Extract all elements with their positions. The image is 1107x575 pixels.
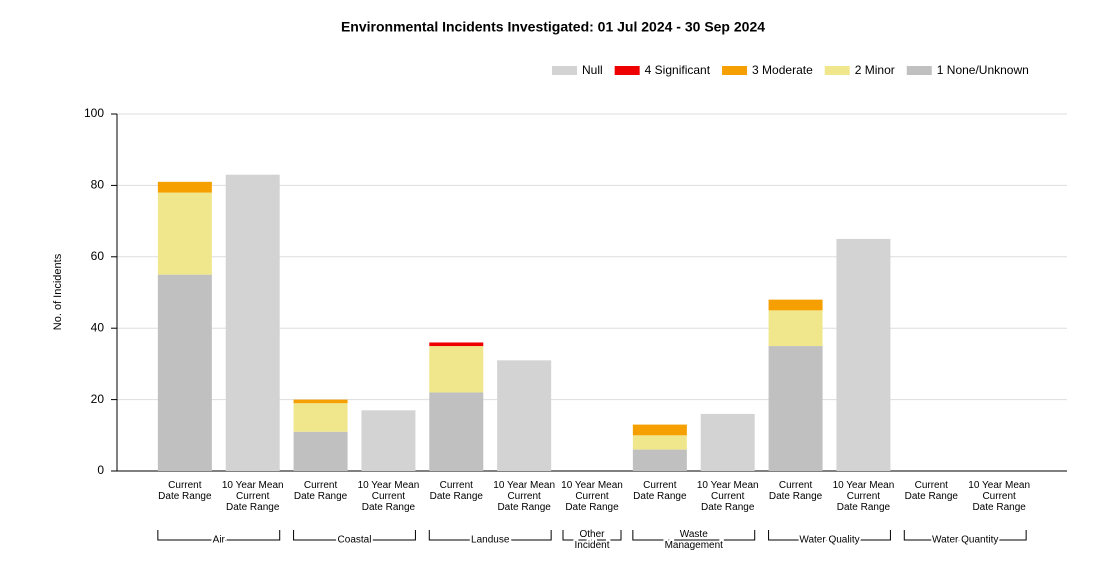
- bar-segment: [293, 403, 348, 432]
- y-axis-label: No. of Incidents: [52, 253, 64, 330]
- group-bracket: [293, 530, 416, 541]
- bar-segment: [632, 424, 687, 436]
- group-label: Other Incident: [574, 529, 609, 551]
- bar-segment: [429, 342, 484, 347]
- group-bracket: [428, 530, 552, 541]
- legend-label: 4 Significant: [645, 63, 711, 77]
- legend-label: 2 Minor: [855, 63, 895, 77]
- x-tick-label: 10 Year Mean Current Date Range: [358, 480, 420, 513]
- legend-label: Null: [582, 63, 603, 77]
- group-label: Coastal: [338, 535, 372, 546]
- legend-swatch: [906, 66, 932, 75]
- x-tick-label: 10 Year Mean Current Date Range: [222, 480, 284, 513]
- legend-label: 1 None/Unknown: [937, 63, 1029, 77]
- bar-segment: [225, 174, 280, 471]
- group-label: Water Quantity: [932, 535, 998, 546]
- legend-label: 3 Moderate: [752, 63, 813, 77]
- bar-segment: [157, 192, 212, 275]
- x-tick-label: Current Date Range: [158, 480, 212, 502]
- bar-segment: [429, 392, 484, 471]
- x-tick-label: 10 Year Mean Current Date Range: [561, 480, 623, 513]
- bar-segment: [768, 299, 823, 311]
- chart-title: Environmental Incidents Investigated: 01…: [341, 19, 765, 35]
- bar-segment: [632, 435, 687, 450]
- x-tick-label: 10 Year Mean Current Date Range: [968, 480, 1030, 513]
- x-tick-label: 10 Year Mean Current Date Range: [697, 480, 759, 513]
- bar-segment: [836, 238, 891, 471]
- x-tick-label: 10 Year Mean Current Date Range: [493, 480, 555, 513]
- bar-segment: [157, 181, 212, 193]
- group-bracket: [768, 530, 891, 541]
- bar-segment: [361, 410, 416, 471]
- y-tick-label: 40: [91, 320, 105, 334]
- y-tick-label: 100: [84, 106, 104, 120]
- legend-swatch: [614, 66, 640, 75]
- group-bracket: [562, 530, 622, 541]
- y-tick-label: 60: [91, 249, 105, 263]
- legend-swatch: [722, 66, 748, 75]
- x-tick-label: Current Date Range: [430, 480, 484, 502]
- bar-segment: [157, 274, 212, 471]
- bar-segment: [768, 310, 823, 347]
- y-tick-label: 80: [91, 178, 105, 192]
- y-tick-label: 20: [91, 392, 105, 406]
- bar-segment: [632, 449, 687, 471]
- group-bracket: [157, 530, 281, 541]
- x-tick-label: Current Date Range: [294, 480, 348, 502]
- x-tick-label: Current Date Range: [905, 480, 959, 502]
- bar-segment: [700, 413, 755, 471]
- group-bracket: [632, 530, 756, 541]
- group-label: Waste Management: [665, 529, 724, 551]
- bar-segment: [768, 346, 823, 471]
- bar-segment: [293, 431, 348, 471]
- bar-segment: [293, 399, 348, 404]
- y-tick-label: 0: [97, 463, 104, 477]
- bar-segment: [497, 360, 552, 471]
- x-tick-label: Current Date Range: [633, 480, 687, 502]
- group-label: Water Quality: [799, 535, 859, 546]
- legend-swatch: [824, 66, 850, 75]
- group-bracket: [903, 530, 1027, 541]
- bar-segment: [429, 346, 484, 393]
- x-tick-label: 10 Year Mean Current Date Range: [833, 480, 895, 513]
- legend-swatch: [552, 66, 577, 75]
- x-tick-label: Current Date Range: [769, 480, 823, 502]
- group-label: Air: [213, 535, 226, 546]
- group-label: Landuse: [471, 535, 510, 546]
